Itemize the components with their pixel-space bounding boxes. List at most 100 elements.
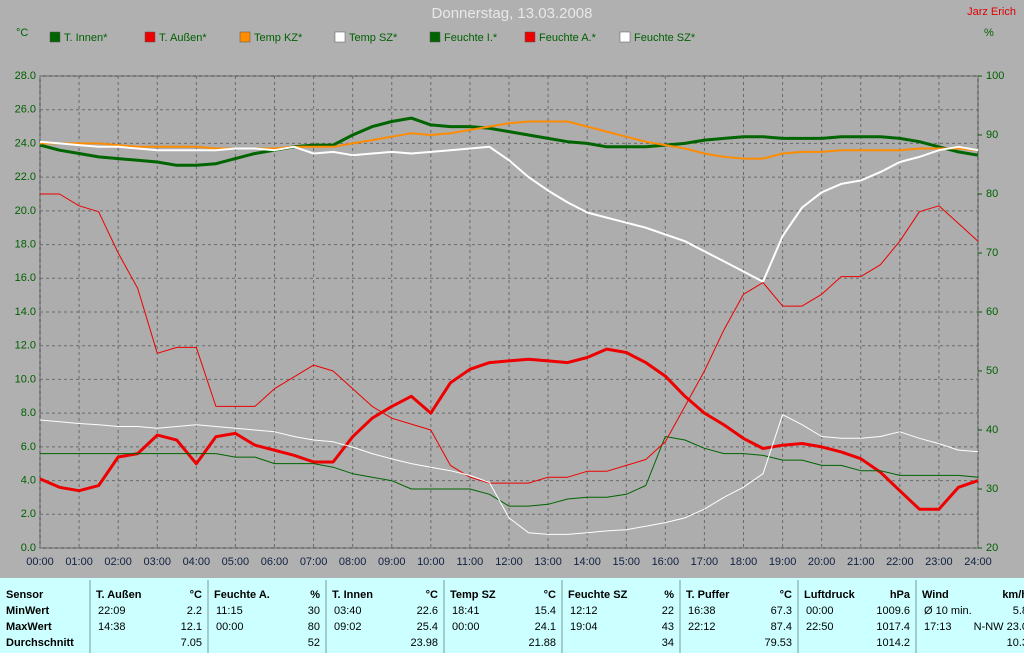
cell-value: 30	[308, 605, 320, 617]
cell-time: 22:09	[98, 605, 126, 617]
legend-swatch	[619, 31, 631, 43]
legend-swatch	[429, 31, 441, 43]
cell-time: 03:40	[334, 605, 362, 617]
group-unit: km/h	[1002, 589, 1024, 601]
y-tick-label: 20.0	[15, 205, 36, 217]
y-tick-label: 18.0	[15, 238, 36, 250]
y-tick-label: 26.0	[15, 104, 36, 116]
cell-value: 79.53	[764, 637, 792, 649]
x-tick-label: 00:00	[26, 556, 54, 568]
y-tick-label: 4.0	[21, 474, 36, 486]
cell-time: 17:13	[924, 621, 952, 633]
cell-time: 00:00	[806, 605, 834, 617]
group-unit: °C	[426, 589, 438, 601]
cell-value: 43	[662, 621, 674, 633]
cell-time: 00:00	[216, 621, 244, 633]
group-name: Feuchte SZ	[568, 589, 628, 601]
y2-tick-label: 100	[986, 70, 1004, 82]
cell-value: 23.98	[410, 637, 438, 649]
x-tick-label: 02:00	[104, 556, 132, 568]
y2-tick-label: 80	[986, 188, 998, 200]
group-name: T. Puffer	[686, 589, 730, 601]
x-tick-label: 03:00	[143, 556, 171, 568]
y-tick-label: 12.0	[15, 340, 36, 352]
series-line	[39, 347, 979, 511]
cell-time: Ø 10 min.	[924, 605, 972, 617]
cell-time: 16:38	[688, 605, 716, 617]
y-axis-label: °C	[16, 27, 28, 39]
legend-label: T. Innen*	[64, 32, 108, 44]
x-tick-label: 21:00	[847, 556, 875, 568]
y2-tick-label: 40	[986, 424, 998, 436]
series-line	[39, 414, 979, 535]
cell-value: 87.4	[771, 621, 792, 633]
series-line	[40, 436, 979, 507]
y2-tick-label: 30	[986, 483, 998, 495]
y-tick-label: 0.0	[21, 542, 36, 554]
cell-value: 22	[662, 605, 674, 617]
row-label: MinWert	[6, 605, 50, 617]
group-name: Wind	[922, 589, 949, 601]
y2-tick-label: 60	[986, 306, 998, 318]
y-tick-label: 24.0	[15, 137, 36, 149]
cell-value: 5.8	[1013, 605, 1024, 617]
x-tick-label: 17:00	[691, 556, 719, 568]
y2-tick-label: 90	[986, 129, 998, 141]
cell-value: 2.2	[187, 605, 202, 617]
y-tick-label: 2.0	[21, 508, 36, 520]
cell-time: 09:02	[334, 621, 362, 633]
y-tick-label: 8.0	[21, 407, 36, 419]
x-tick-label: 04:00	[183, 556, 211, 568]
cell-time: 22:50	[806, 621, 834, 633]
cell-value: 24.1	[535, 621, 556, 633]
cell-value: N-NW 23.0	[974, 621, 1024, 633]
y2-axis-label: %	[984, 27, 994, 39]
x-tick-label: 15:00	[612, 556, 640, 568]
author: Jarz Erich	[967, 6, 1016, 18]
y-tick-label: 6.0	[21, 441, 36, 453]
group-name: Temp SZ	[450, 589, 496, 601]
group-unit: °C	[780, 589, 792, 601]
series-line	[40, 120, 979, 160]
cell-time: 19:04	[570, 621, 598, 633]
cell-value: 7.05	[181, 637, 202, 649]
x-tick-label: 10:00	[417, 556, 445, 568]
cell-value: 15.4	[535, 605, 556, 617]
cell-time: 11:15	[216, 605, 243, 617]
x-tick-label: 12:00	[495, 556, 523, 568]
x-tick-label: 22:00	[886, 556, 914, 568]
group-unit: hPa	[890, 589, 911, 601]
cell-value: 1017.4	[876, 621, 910, 633]
legend-swatch	[334, 31, 346, 43]
y-tick-label: 28.0	[15, 70, 36, 82]
legend-label: Feuchte SZ*	[634, 32, 696, 44]
cell-value: 10.3	[1007, 637, 1024, 649]
x-tick-label: 09:00	[378, 556, 406, 568]
series-line	[39, 140, 979, 283]
series-line	[39, 116, 979, 167]
x-tick-label: 23:00	[925, 556, 953, 568]
y2-tick-label: 70	[986, 247, 998, 259]
x-tick-label: 13:00	[534, 556, 562, 568]
group-name: Feuchte A.	[214, 589, 270, 601]
legend-swatch	[524, 31, 536, 43]
x-tick-label: 07:00	[300, 556, 328, 568]
cell-value: 34	[662, 637, 674, 649]
y2-tick-label: 20	[986, 542, 998, 554]
x-tick-label: 05:00	[222, 556, 250, 568]
cell-time: 22:12	[688, 621, 716, 633]
cell-time: 14:38	[98, 621, 126, 633]
legend-swatch	[49, 31, 61, 43]
x-tick-label: 24:00	[964, 556, 992, 568]
chart-title: Donnerstag, 13.03.2008	[432, 5, 593, 22]
cell-value: 52	[308, 637, 320, 649]
x-tick-label: 19:00	[769, 556, 797, 568]
row-label: MaxWert	[6, 621, 52, 633]
group-name: T. Innen	[332, 589, 373, 601]
cell-value: 1009.6	[876, 605, 910, 617]
legend-swatch	[239, 31, 251, 43]
x-tick-label: 11:00	[457, 556, 484, 568]
cell-value: 22.6	[417, 605, 438, 617]
y-tick-label: 14.0	[15, 306, 36, 318]
